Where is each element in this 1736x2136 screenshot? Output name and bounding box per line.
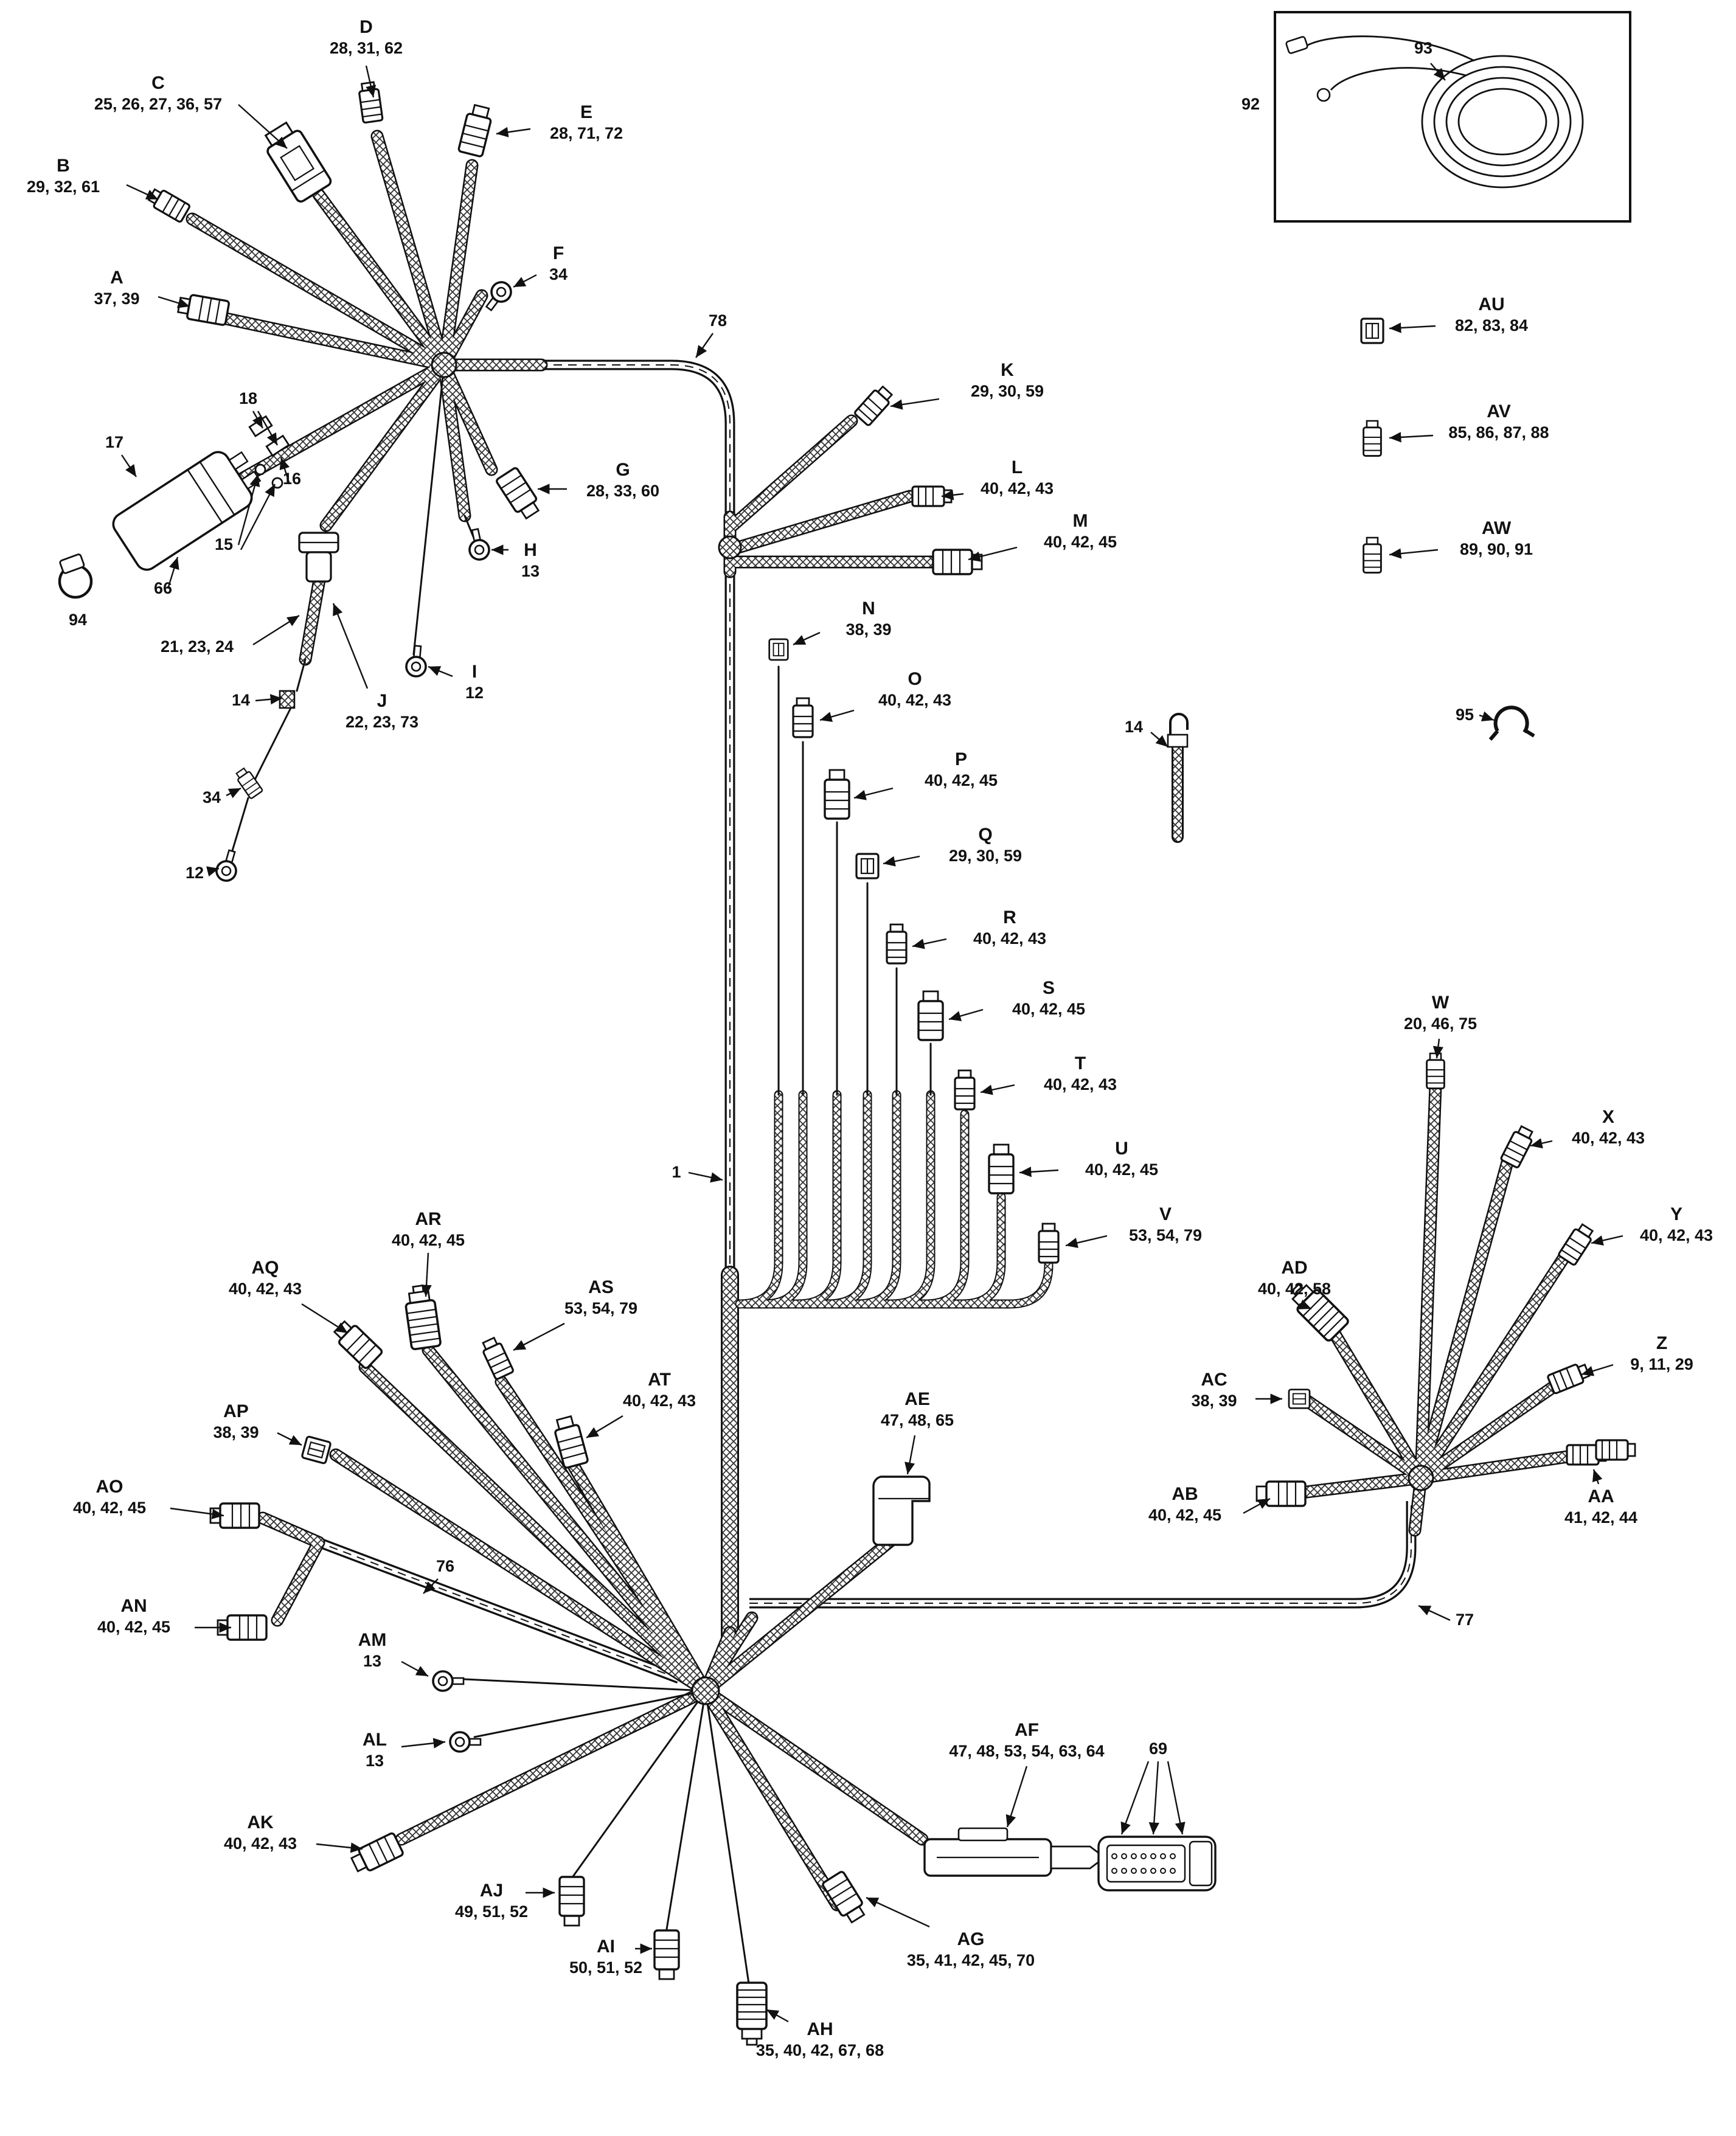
clamp-14-left <box>279 690 296 709</box>
ring-terminal-I <box>404 643 429 679</box>
connector-AW <box>1363 536 1382 574</box>
clip-95 <box>1488 706 1535 741</box>
connector-U <box>988 1143 1015 1195</box>
connector-X <box>1499 1123 1537 1170</box>
connector-AJ <box>558 1876 585 1927</box>
connector-E <box>457 102 495 158</box>
connector-AR <box>402 1283 442 1351</box>
connector-AU <box>1360 317 1384 344</box>
connector-B <box>145 185 192 224</box>
connector-Z <box>1546 1360 1592 1395</box>
connector-P <box>824 769 850 820</box>
connector-AF <box>923 1827 1101 1877</box>
connector-A <box>176 291 231 327</box>
ring-terminal-H <box>464 526 492 563</box>
connector-AA-2 <box>1595 1439 1636 1461</box>
connector-T <box>954 1069 976 1111</box>
connector-C <box>264 121 332 203</box>
clamp-94 <box>58 553 93 599</box>
connector-W <box>1426 1052 1445 1090</box>
connector-AV <box>1363 420 1382 457</box>
connector-S <box>917 990 944 1041</box>
ring-terminal-AL <box>449 1731 482 1753</box>
connector-AO <box>209 1502 260 1529</box>
connector-AS <box>478 1335 515 1381</box>
harness-braided-branches <box>192 136 1572 1989</box>
connector-K <box>853 383 896 428</box>
connector-AE <box>872 1475 931 1546</box>
connector-AC <box>1288 1389 1311 1409</box>
ring-terminal-12 <box>213 847 243 884</box>
connector-AQ <box>330 1317 384 1370</box>
ring-terminal-AM <box>432 1670 465 1692</box>
connector-O <box>792 697 814 738</box>
connector-glyphs <box>58 80 1636 2046</box>
connector-AH <box>736 1982 768 2046</box>
connector-AP <box>300 1435 332 1465</box>
clip-14-right <box>1167 713 1189 748</box>
connector-AI <box>653 1929 680 1980</box>
connector-G <box>495 466 544 522</box>
connector-R <box>886 923 908 965</box>
connector-Q <box>855 853 880 879</box>
connector-V <box>1038 1222 1060 1264</box>
connector-J <box>298 532 339 583</box>
connector-69 <box>1097 1836 1217 1892</box>
component-17 <box>112 451 262 571</box>
cable-coil-inset <box>1274 11 1631 223</box>
connector-D <box>356 80 384 124</box>
leader-lines <box>121 63 1623 2023</box>
connector-AD <box>1283 1276 1351 1344</box>
connector-Y <box>1557 1221 1597 1267</box>
connector-N <box>768 638 789 661</box>
connector-AK <box>348 1831 405 1877</box>
connector-M <box>932 549 983 575</box>
